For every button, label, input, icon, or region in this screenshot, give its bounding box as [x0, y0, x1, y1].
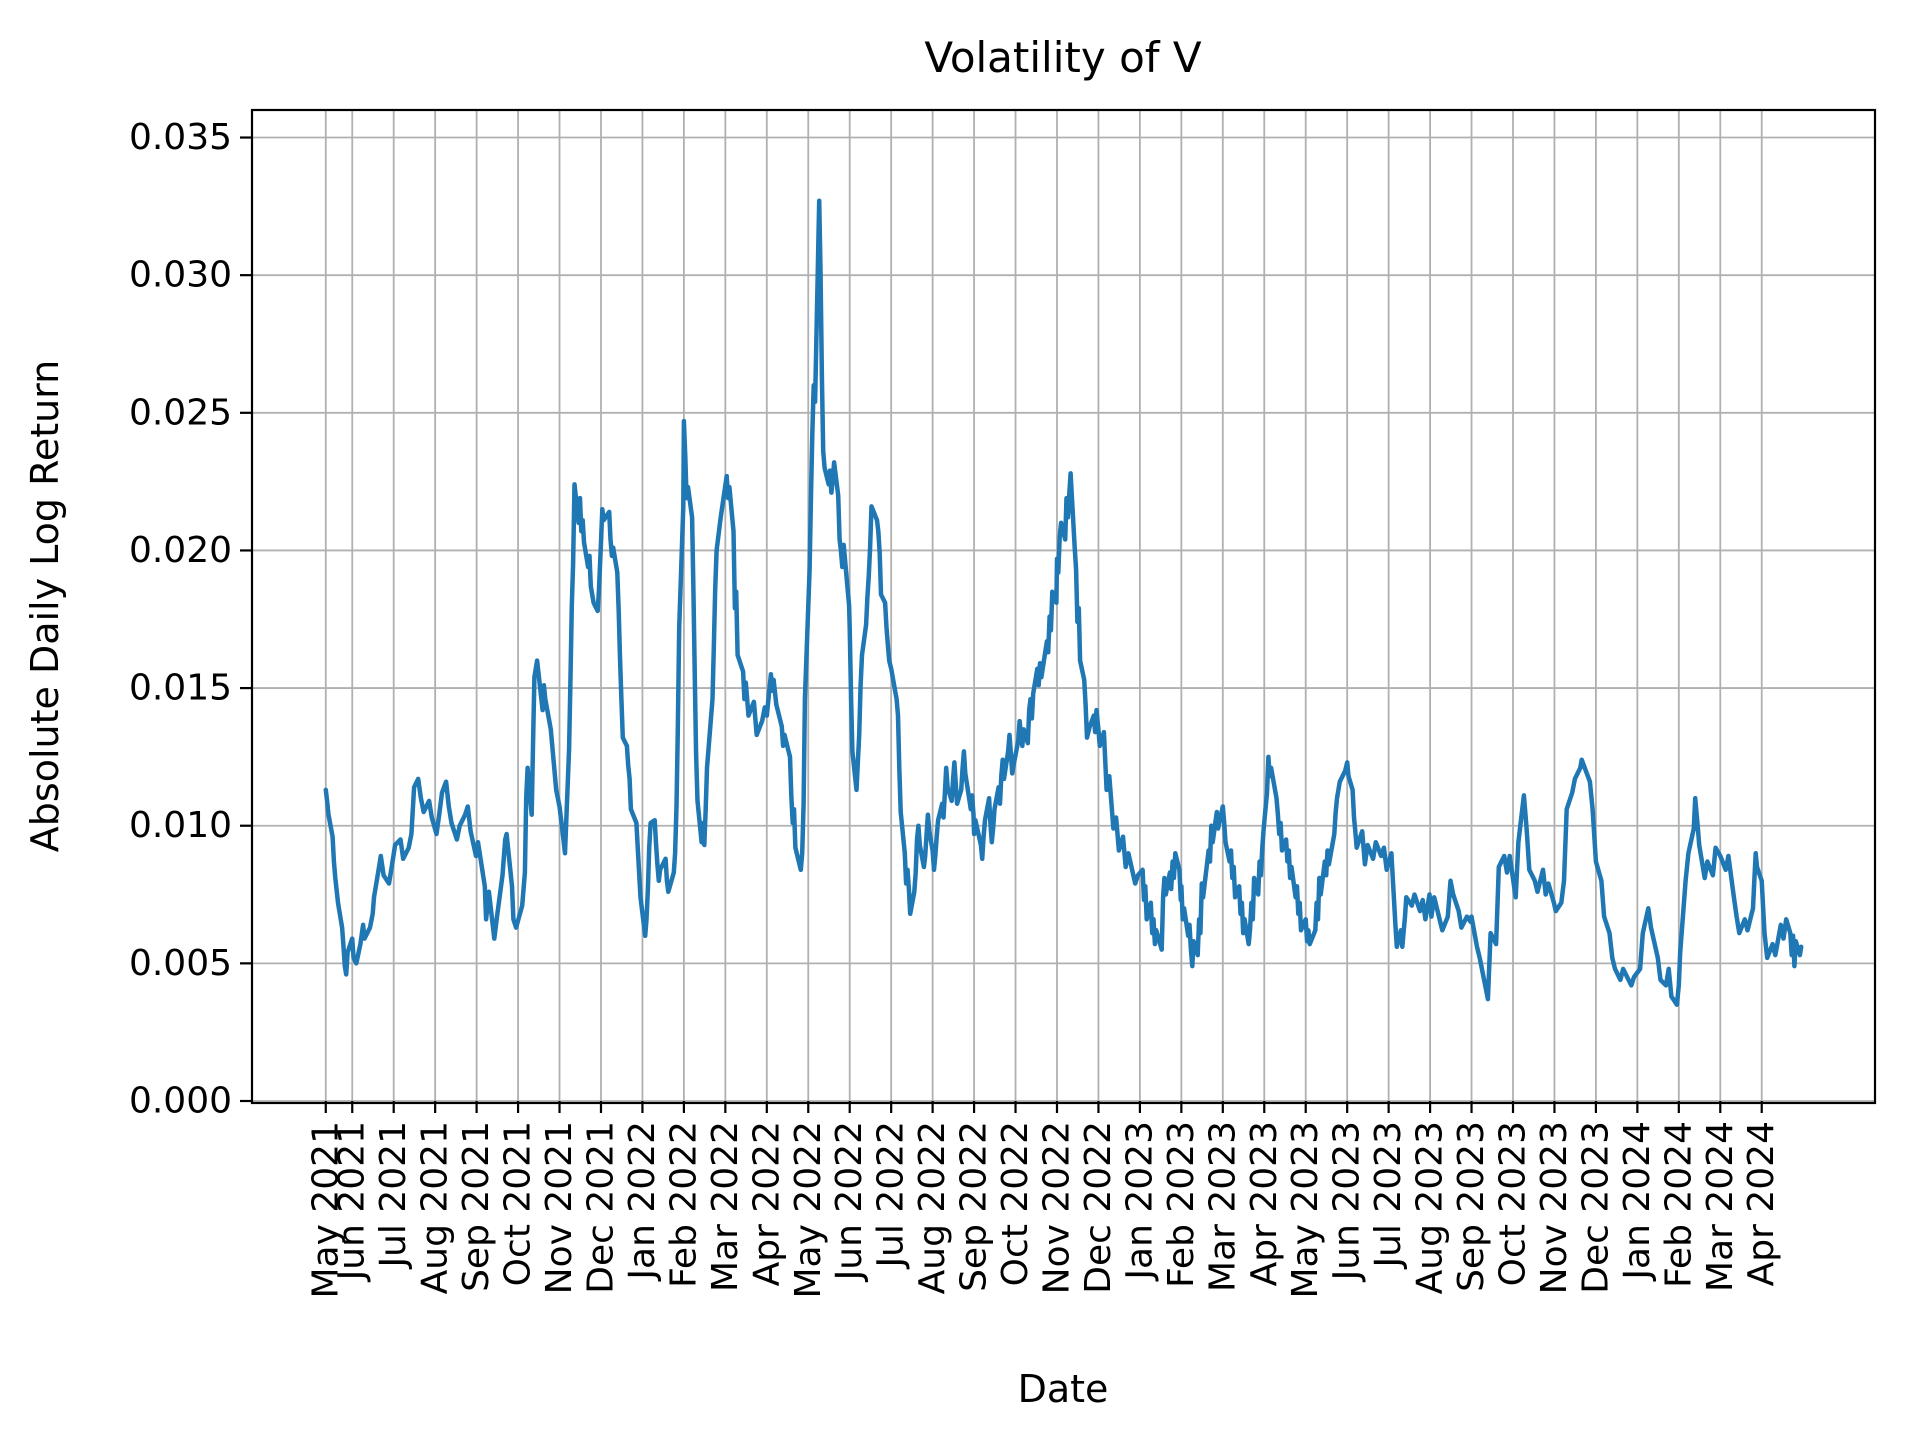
- x-tick-label: Jun 2023: [1327, 1121, 1368, 1282]
- x-tick-label: Mar 2024: [1700, 1121, 1741, 1292]
- x-tick-label: Sep 2022: [954, 1121, 995, 1292]
- axis-tick-labels: 0.000 0.005 0.010 0.015 0.020 0.025 0.030 0.035…: [129, 117, 1782, 1298]
- x-tick-label: Feb 2024: [1658, 1121, 1699, 1288]
- x-tick-label: May 2023: [1285, 1121, 1326, 1299]
- x-tick-label: Dec 2023: [1575, 1121, 1616, 1294]
- x-tick-label: Jan 2024: [1617, 1121, 1658, 1282]
- x-tick-label: May 2022: [788, 1121, 829, 1299]
- x-tick-label: Oct 2021: [498, 1121, 539, 1286]
- volatility-series-line: [323, 198, 1804, 1007]
- x-tick-label: Dec 2022: [1078, 1121, 1119, 1294]
- x-tick-label: Nov 2023: [1534, 1121, 1575, 1294]
- plot-border: [250, 108, 1877, 1105]
- y-tick-label: 0.025: [129, 392, 232, 433]
- x-tick-label: Sep 2021: [456, 1121, 497, 1292]
- x-tick-label: Jan 2022: [622, 1121, 663, 1282]
- x-tick-label: Jun 2021: [332, 1121, 373, 1282]
- x-tick-label: Feb 2023: [1161, 1121, 1202, 1288]
- y-axis-label: Absolute Daily Log Return: [23, 360, 67, 852]
- x-tick-label: Jul 2021: [373, 1121, 414, 1270]
- y-tick-label: 0.000: [129, 1081, 232, 1122]
- x-tick-label: Mar 2022: [705, 1121, 746, 1292]
- y-tick-label: 0.030: [129, 255, 232, 296]
- x-tick-label: Dec 2021: [580, 1121, 621, 1294]
- y-tick-label: 0.010: [129, 805, 232, 846]
- y-tick-label: 0.020: [129, 530, 232, 571]
- x-tick-label: Jan 2023: [1119, 1121, 1160, 1282]
- x-tick-label: Aug 2023: [1410, 1121, 1451, 1294]
- x-tick-label: Apr 2023: [1244, 1121, 1285, 1286]
- x-tick-label: Sep 2023: [1451, 1121, 1492, 1292]
- x-tick-label: May 2021: [305, 1121, 346, 1299]
- x-tick-label: Aug 2022: [912, 1121, 953, 1294]
- x-tick-label: Nov 2022: [1036, 1121, 1077, 1294]
- x-tick-label: Mar 2023: [1202, 1121, 1243, 1292]
- axis-ticks: [240, 136, 1763, 1113]
- y-tick-label: 0.005: [129, 943, 232, 984]
- chart-title: Volatility of V: [924, 33, 1202, 82]
- x-tick-label: Oct 2022: [995, 1121, 1036, 1286]
- x-axis-label: Date: [1018, 1367, 1109, 1411]
- y-tick-label: 0.015: [129, 668, 232, 709]
- x-tick-label: Nov 2021: [539, 1121, 580, 1294]
- x-tick-label: Feb 2022: [663, 1121, 704, 1288]
- x-tick-label: Jul 2022: [871, 1121, 912, 1270]
- x-tick-label: Apr 2022: [746, 1121, 787, 1286]
- x-tick-label: Jun 2022: [829, 1121, 870, 1282]
- x-tick-label: Apr 2024: [1741, 1121, 1782, 1286]
- x-tick-label: Oct 2023: [1492, 1121, 1533, 1286]
- y-tick-label: 0.035: [129, 117, 232, 158]
- grid-lines: [252, 110, 1875, 1102]
- data-series: [323, 198, 1804, 1007]
- x-tick-label: Aug 2021: [415, 1121, 456, 1294]
- x-tick-label: Jul 2023: [1368, 1121, 1409, 1270]
